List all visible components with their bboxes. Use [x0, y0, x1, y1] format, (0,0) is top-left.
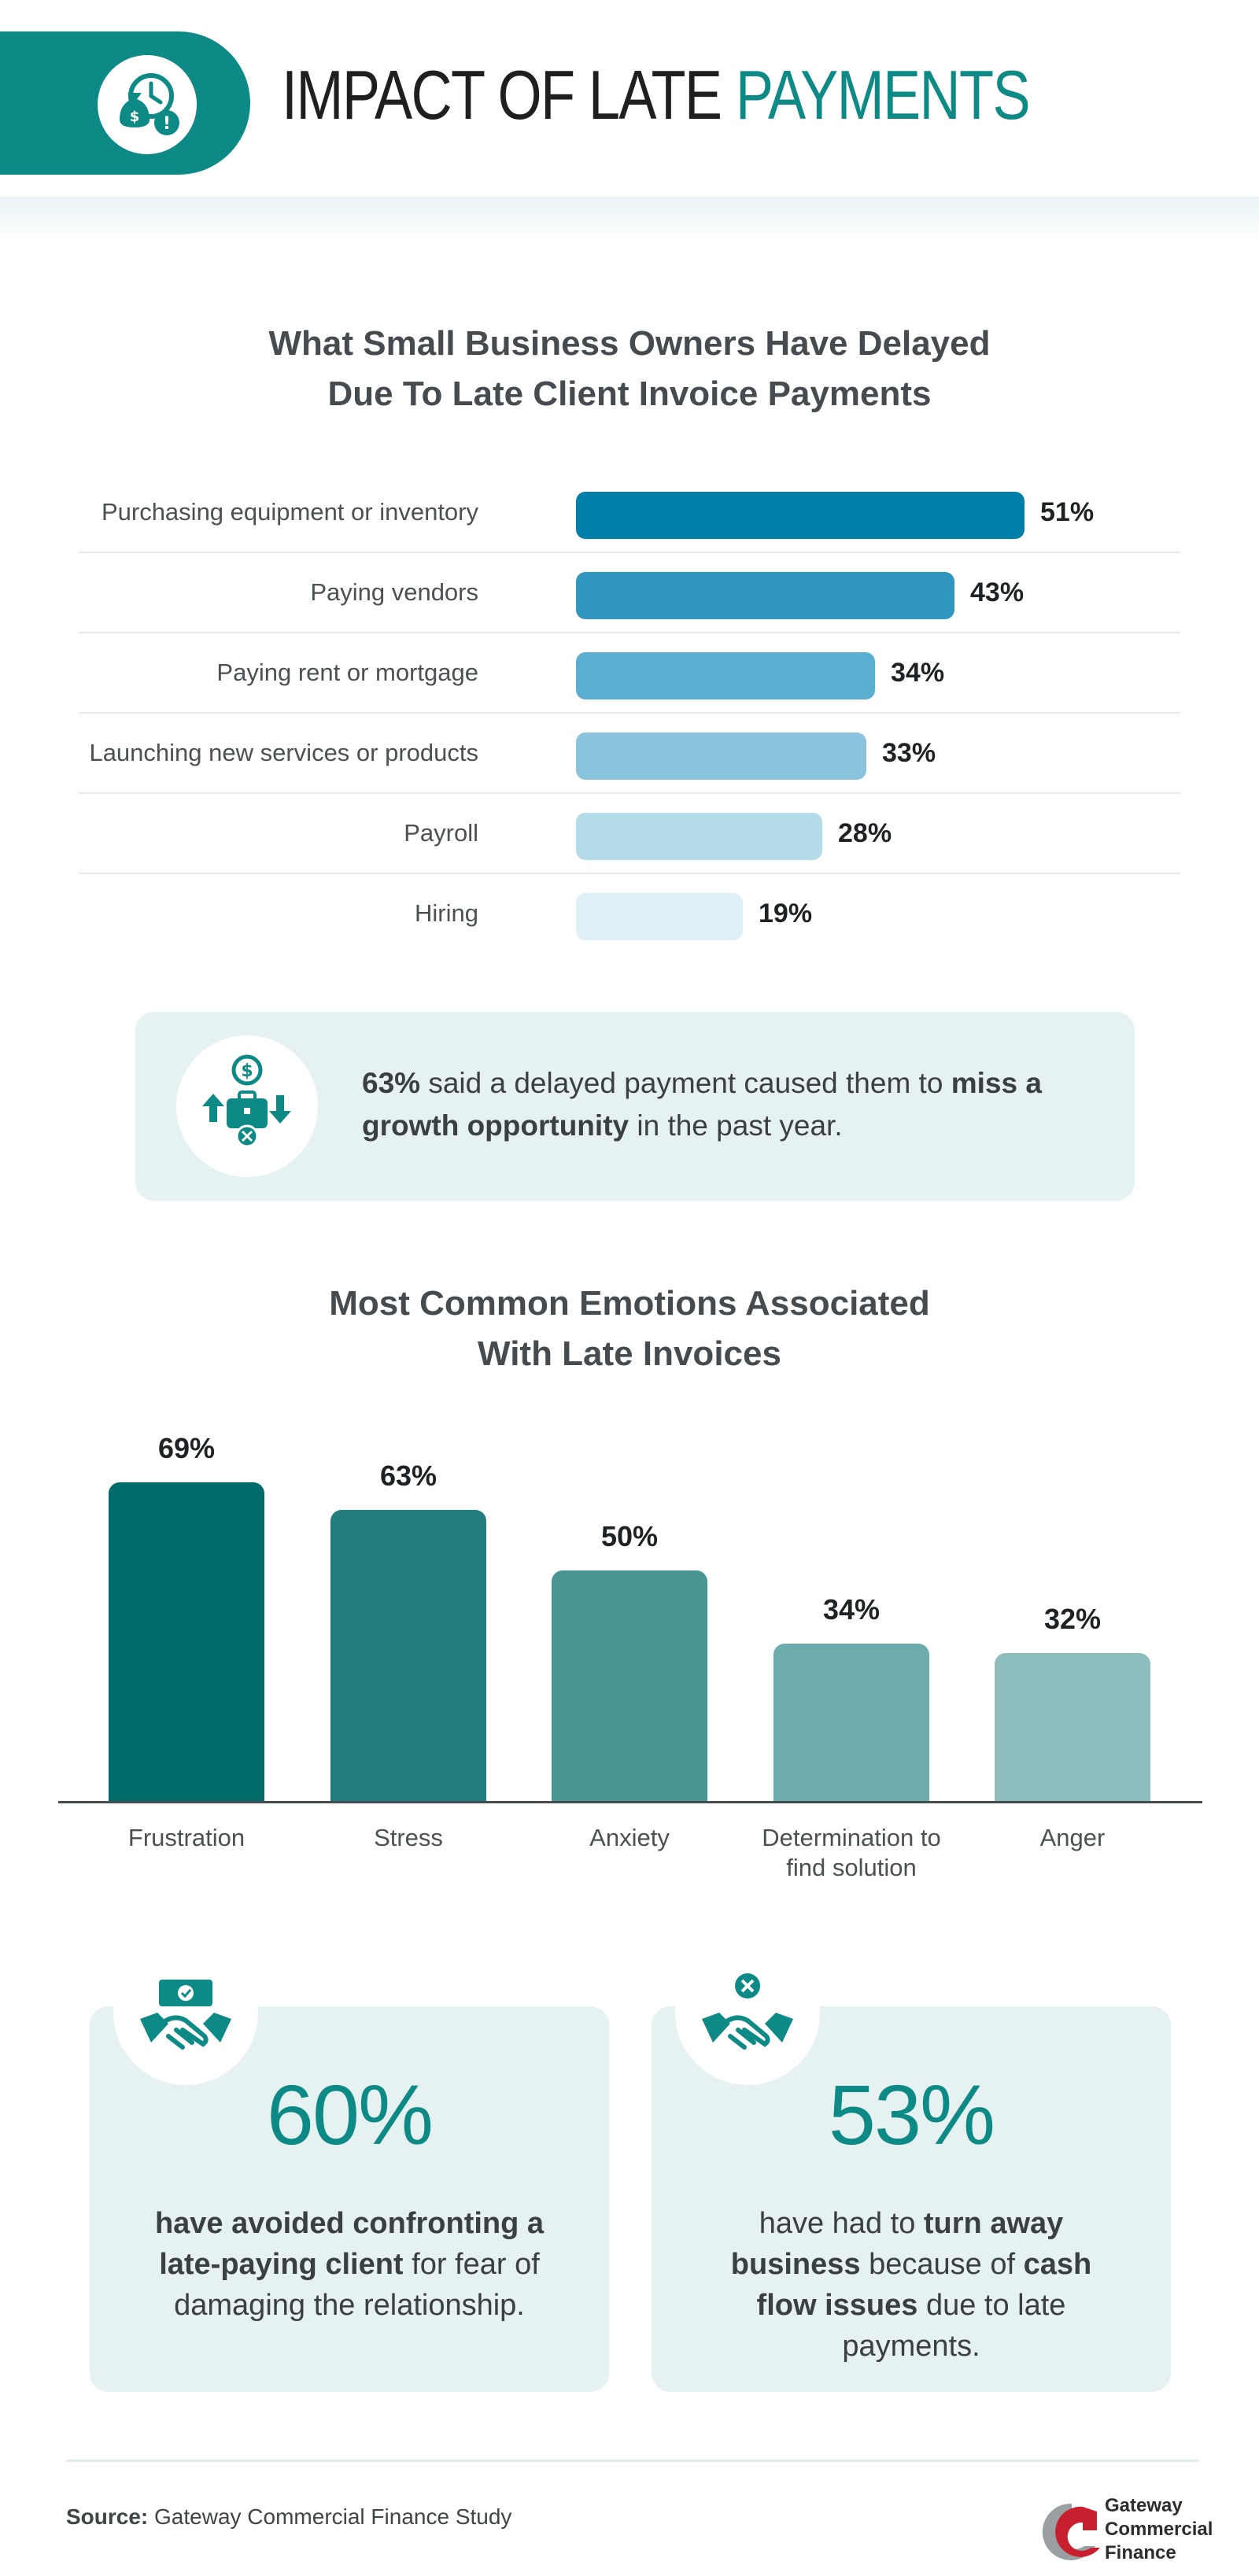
hbar-category-label: Hiring	[415, 899, 478, 927]
chart1-title-line2: Due To Late Client Invoice Payments	[327, 375, 932, 413]
hbar-value-label: 19%	[759, 899, 813, 928]
stat-number: 60%	[266, 2067, 434, 2162]
chart2-title-line1: Most Common Emotions Associated	[329, 1284, 930, 1323]
callout-percent: 63%	[362, 1067, 421, 1099]
svg-text:$: $	[241, 1061, 253, 1081]
page-title: IMPACT OF LATE PAYMENTS	[282, 55, 1031, 135]
vbar-category-label: Frustration	[127, 1824, 246, 1851]
callout-text: 63% said a delayed payment caused them t…	[362, 1062, 1070, 1147]
vertical-bar-chart: 69% Frustration 63% Stress 50% Anxiety 34% Dete…	[0, 1408, 1259, 1912]
hbar-value-label: 51%	[1040, 497, 1095, 527]
stat-card-avoid-confronting: 60% have avoided confronting a late-payi…	[90, 1940, 609, 2392]
stat-text: have avoided confronting a late-paying c…	[137, 2203, 562, 2326]
hbar-value-label: 34%	[891, 658, 945, 688]
hbar-category-label: Paying rent or mortgage	[216, 659, 478, 686]
hbar-row: Payroll 28%	[79, 793, 1180, 873]
vbar-value-label: 34%	[822, 1593, 881, 1626]
logo-text: Gateway Commercial Finance	[1105, 2494, 1213, 2565]
hbar-row: Hiring 19%	[79, 873, 1180, 954]
logo-line3: Finance	[1105, 2542, 1176, 2563]
handshake-money-icon	[113, 1940, 258, 2085]
stat-card-turn-away-business: 53% have had to turn away business becau…	[652, 1940, 1171, 2392]
stat-number: 53%	[828, 2067, 995, 2162]
hbar-row-divider	[79, 873, 1180, 874]
vbar-bar	[773, 1644, 929, 1801]
hbar-value-label: 43%	[970, 578, 1025, 607]
chart2-title: Most Common Emotions Associated With Lat…	[0, 1279, 1259, 1379]
stat-text-bold1: turn away business	[730, 2207, 1064, 2281]
header: $ ! IMPACT OF LATE PAYMENTS	[0, 0, 1259, 244]
stat-text-rest: for fear of damaging the relationship.	[174, 2248, 540, 2322]
hbar-value-label: 33%	[882, 738, 936, 768]
callout-text-part2: in the past year.	[629, 1109, 843, 1142]
callout-text-bold: miss a growth opportunity	[362, 1067, 1042, 1142]
growth-opportunity-icon: $	[176, 1035, 318, 1177]
hbar-row: Paying rent or mortgage 34%	[79, 633, 1180, 713]
vbar-bar	[552, 1570, 707, 1801]
logo-line2: Commercial	[1105, 2519, 1213, 2540]
header-shadow-band	[0, 197, 1259, 244]
page-title-part1: IMPACT OF LATE	[282, 56, 736, 134]
chart2-title-line2: With Late Invoices	[478, 1334, 781, 1373]
callout-text-part1: said a delayed payment caused them to	[420, 1067, 951, 1099]
hbar-row-divider	[79, 792, 1180, 794]
hbar-bar	[576, 893, 743, 940]
vbar-value-label: 50%	[600, 1520, 659, 1552]
source-note: Source: Gateway Commercial Finance Study	[66, 2504, 511, 2530]
growth-callout: $ 63% said a delayed payment caused them…	[135, 1012, 1135, 1201]
hbar-row-divider	[79, 632, 1180, 633]
vbar-category-label: Determination to find solution	[762, 1824, 941, 1881]
chart1-title: What Small Business Owners Have Delayed …	[0, 319, 1259, 419]
hbar-row-divider	[79, 712, 1180, 714]
hbar-bar	[576, 492, 1025, 539]
vbar-value-label: 32%	[1043, 1603, 1102, 1635]
hbar-row: Launching new services or products 33%	[79, 713, 1180, 793]
hbar-value-label: 28%	[838, 818, 892, 848]
hbar-category-label: Purchasing equipment or inventory	[101, 498, 478, 526]
stat-text-bold2: cash flow issues	[756, 2248, 1092, 2322]
handshake-cancel-icon	[675, 1940, 820, 2085]
hbar-row: Paying vendors 43%	[79, 552, 1180, 633]
hbar-category-label: Launching new services or products	[89, 739, 478, 766]
clock-money-alert-icon: $ !	[98, 55, 197, 154]
hbar-category-label: Payroll	[404, 819, 478, 847]
gateway-logo-mark	[1042, 2503, 1100, 2560]
hbar-row-divider	[79, 552, 1180, 553]
vbar-baseline	[58, 1801, 1202, 1803]
hbar-bar	[576, 652, 875, 699]
vbar-bar	[995, 1653, 1150, 1801]
gateway-logo: Gateway Commercial Finance	[1025, 2494, 1229, 2565]
hbar-row: Purchasing equipment or inventory 51%	[79, 472, 1180, 552]
vbar-category-label: Anxiety	[589, 1824, 670, 1851]
vbar-category-label: Anger	[1039, 1824, 1106, 1851]
stat-text-bold: have avoided confronting a late-paying c…	[154, 2207, 545, 2281]
vbar-value-label: 69%	[157, 1432, 216, 1464]
hbar-bar	[576, 813, 822, 860]
vbar-bar	[109, 1482, 264, 1801]
stat-text-part2: due to late payments.	[842, 2289, 1066, 2363]
stat-text-part1: because of	[860, 2248, 1024, 2281]
svg-text:$: $	[130, 109, 140, 125]
logo-line1: Gateway	[1105, 2495, 1183, 2516]
source-label: Source:	[66, 2504, 149, 2529]
hbar-bar	[576, 733, 866, 780]
hbar-category-label: Paying vendors	[310, 578, 478, 606]
vbar-category-label: Stress	[374, 1824, 443, 1851]
source-text: Gateway Commercial Finance Study	[148, 2504, 512, 2529]
vbar-bar	[330, 1510, 486, 1801]
footer-divider	[66, 2460, 1199, 2462]
vbar-value-label: 63%	[379, 1460, 438, 1492]
hbar-bar	[576, 572, 954, 619]
stat-text-part0: have had to	[759, 2207, 924, 2240]
svg-text:!: !	[163, 114, 171, 134]
horizontal-bar-chart: Purchasing equipment or inventory 51% Payi…	[0, 472, 1259, 960]
page-title-accent: PAYMENTS	[735, 56, 1031, 134]
chart1-title-line1: What Small Business Owners Have Delayed	[268, 324, 991, 363]
stat-text: have had to turn away business because o…	[699, 2203, 1124, 2367]
